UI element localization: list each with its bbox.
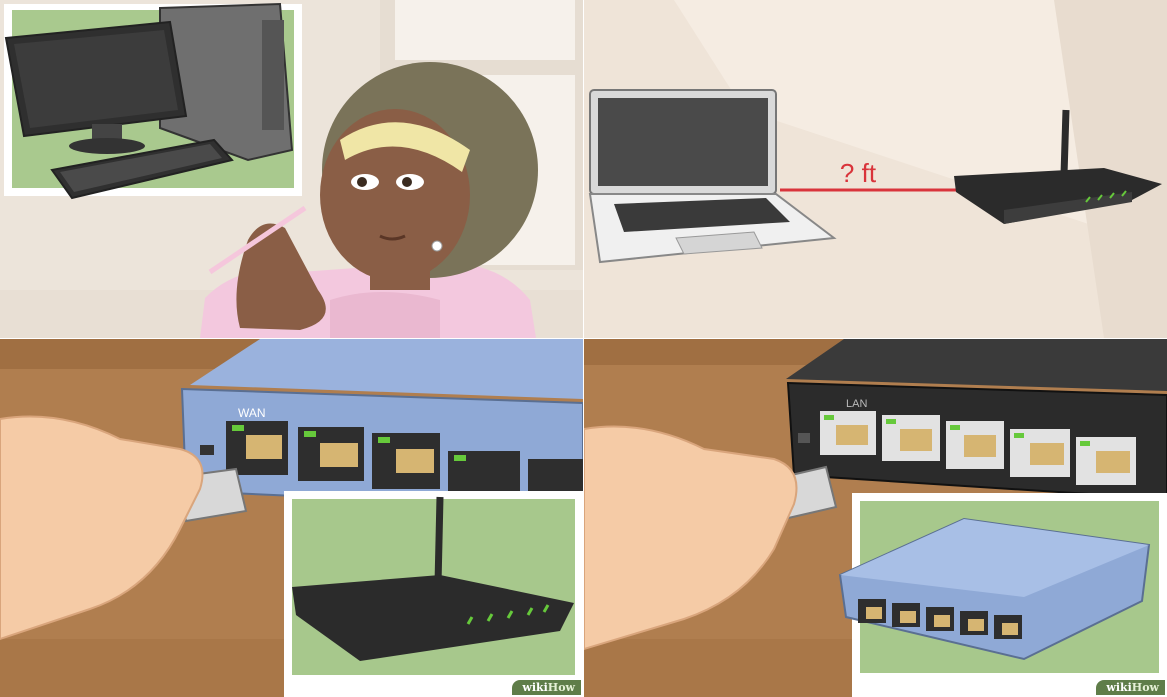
router-inset — [284, 491, 583, 697]
panel-wan-port: WAN — [0, 339, 583, 697]
woman-figure — [200, 62, 538, 338]
lan-plug-illustration: LAN — [584, 339, 1167, 697]
wan-plug-illustration: WAN — [0, 339, 583, 697]
desktop-computer-inset — [4, 2, 302, 200]
hand-figure — [0, 415, 204, 641]
lan-port-label: LAN — [846, 398, 867, 410]
blue-router-body: WAN — [180, 339, 583, 511]
switch-inset — [838, 493, 1167, 697]
woman-thinking-illustration — [0, 0, 583, 338]
router-icon — [954, 109, 1162, 224]
laptop-icon — [588, 89, 837, 264]
distance-label: ? ft — [840, 158, 877, 188]
panel-choose-device — [0, 0, 583, 338]
panel-lan-port: LAN — [584, 339, 1167, 697]
laptop-router-illustration: ? ft — [584, 0, 1167, 338]
panel-measure-distance: ? ft — [584, 0, 1167, 338]
wikihow-watermark: wikiHow — [512, 680, 581, 695]
black-switch-body: LAN — [786, 339, 1167, 501]
hand-figure — [584, 425, 798, 651]
wan-port-label: WAN — [238, 406, 266, 420]
wikihow-watermark: wikiHow — [1096, 680, 1165, 695]
